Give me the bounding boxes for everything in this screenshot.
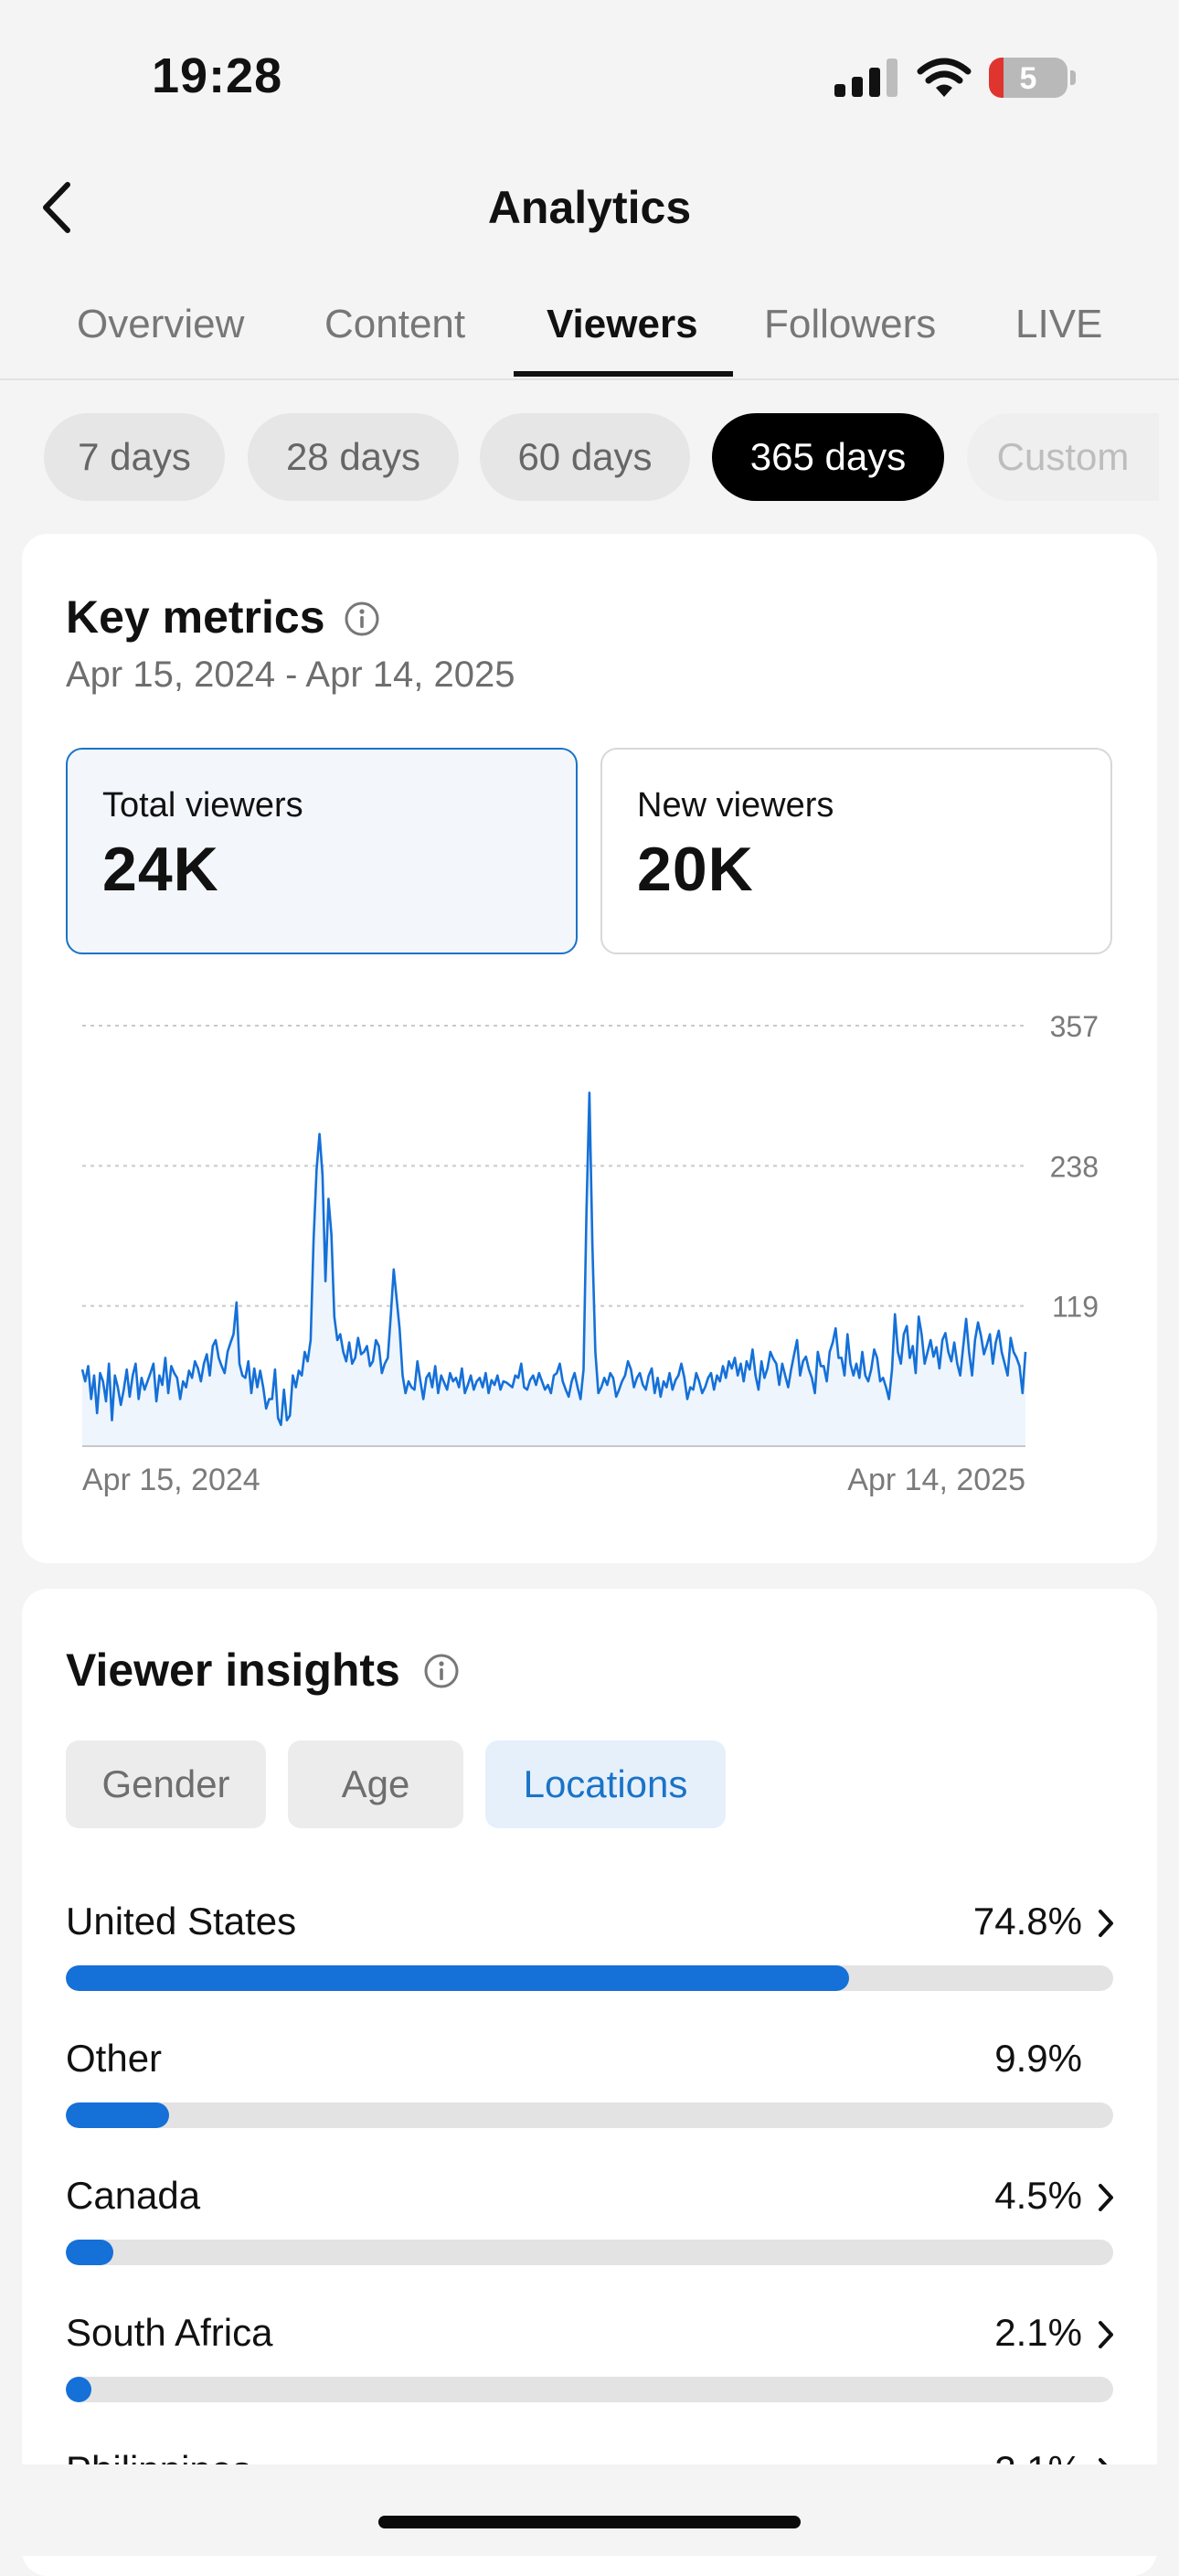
viewer-insights-title: Viewer insights (66, 1645, 400, 1696)
location-name: Other (66, 2037, 163, 2080)
range-custom[interactable]: Custom (967, 413, 1159, 501)
location-percent: 74.8% (972, 1900, 1082, 1943)
tab-live[interactable]: LIVE (1015, 302, 1103, 346)
total-viewers-card[interactable]: Total viewers 24K (66, 748, 578, 954)
tab-overview[interactable]: Overview (77, 302, 245, 346)
x-end-label: Apr 14, 2025 (847, 1463, 1025, 1497)
location-bar-track (66, 2102, 1113, 2128)
location-bar-fill (66, 2240, 113, 2265)
active-tab-indicator (514, 371, 733, 377)
location-bar-fill (66, 1965, 850, 1991)
tab-content[interactable]: Content (324, 302, 466, 346)
chart-area-fill (82, 1092, 1025, 1446)
new-viewers-label: New viewers (637, 786, 834, 825)
page-title: Analytics (487, 182, 692, 233)
range-28-days[interactable]: 28 days (248, 413, 459, 501)
y-tick-label: 238 (1050, 1150, 1099, 1183)
date-range: Apr 15, 2024 - Apr 14, 2025 (66, 655, 515, 695)
segment-age[interactable]: Age (288, 1740, 463, 1828)
segment-gender[interactable]: Gender (66, 1740, 266, 1828)
location-bar-track (66, 1965, 1113, 1991)
location-percent: 4.5% (994, 2174, 1082, 2217)
viewer-insights-card (22, 1589, 1157, 2576)
location-bar-track (66, 2240, 1113, 2265)
tab-viewers[interactable]: Viewers (547, 302, 698, 346)
segment-locations[interactable]: Locations (485, 1740, 726, 1828)
status-time: 19:28 (152, 48, 283, 103)
total-viewers-label: Total viewers (102, 786, 303, 825)
chevron-right-icon[interactable] (1096, 1907, 1116, 1940)
x-start-label: Apr 15, 2024 (82, 1463, 260, 1497)
location-name: United States (66, 1900, 297, 1943)
chart-series-line (80, 1091, 1027, 1427)
range-7-days[interactable]: 7 days (44, 413, 225, 501)
battery-level: 5 (1019, 61, 1037, 96)
range-365-days[interactable]: 365 days (712, 413, 944, 501)
info-icon[interactable] (344, 601, 380, 637)
key-metrics-title: Key metrics (66, 591, 325, 643)
battery-icon: 5 (989, 58, 1067, 98)
tabs-divider (0, 378, 1179, 380)
location-name: Canada (66, 2174, 201, 2217)
cellular-signal-icon (834, 59, 898, 97)
location-bar-fill (66, 2377, 91, 2402)
analytics-tabs: Overview Content Viewers Followers LIVE (0, 291, 1179, 378)
location-percent: 2.1% (994, 2311, 1082, 2354)
home-indicator (378, 2516, 801, 2528)
total-viewers-value: 24K (102, 835, 219, 904)
chevron-right-icon[interactable] (1096, 2318, 1116, 2351)
new-viewers-value: 20K (637, 835, 754, 904)
y-tick-label: 119 (1052, 1291, 1099, 1324)
wifi-icon (917, 58, 972, 97)
location-name: South Africa (66, 2311, 273, 2354)
y-tick-label: 357 (1050, 1010, 1099, 1043)
battery-nub (1070, 70, 1076, 85)
new-viewers-card[interactable]: New viewers 20K (600, 748, 1112, 954)
range-60-days[interactable]: 60 days (480, 413, 690, 501)
battery-low-fill (989, 58, 1004, 98)
location-percent: 9.9% (994, 2037, 1082, 2080)
tab-followers[interactable]: Followers (764, 302, 937, 346)
info-icon[interactable] (423, 1653, 460, 1689)
bottom-safe-area (0, 2464, 1179, 2556)
location-bar-track (66, 2377, 1113, 2402)
chevron-right-icon[interactable] (1096, 2181, 1116, 2214)
location-bar-fill (66, 2102, 170, 2128)
viewers-line-chart: 119 238 357 Apr 15, 2024 Apr 14, 2025 (80, 1010, 1099, 1497)
back-arrow-icon[interactable] (38, 179, 75, 236)
